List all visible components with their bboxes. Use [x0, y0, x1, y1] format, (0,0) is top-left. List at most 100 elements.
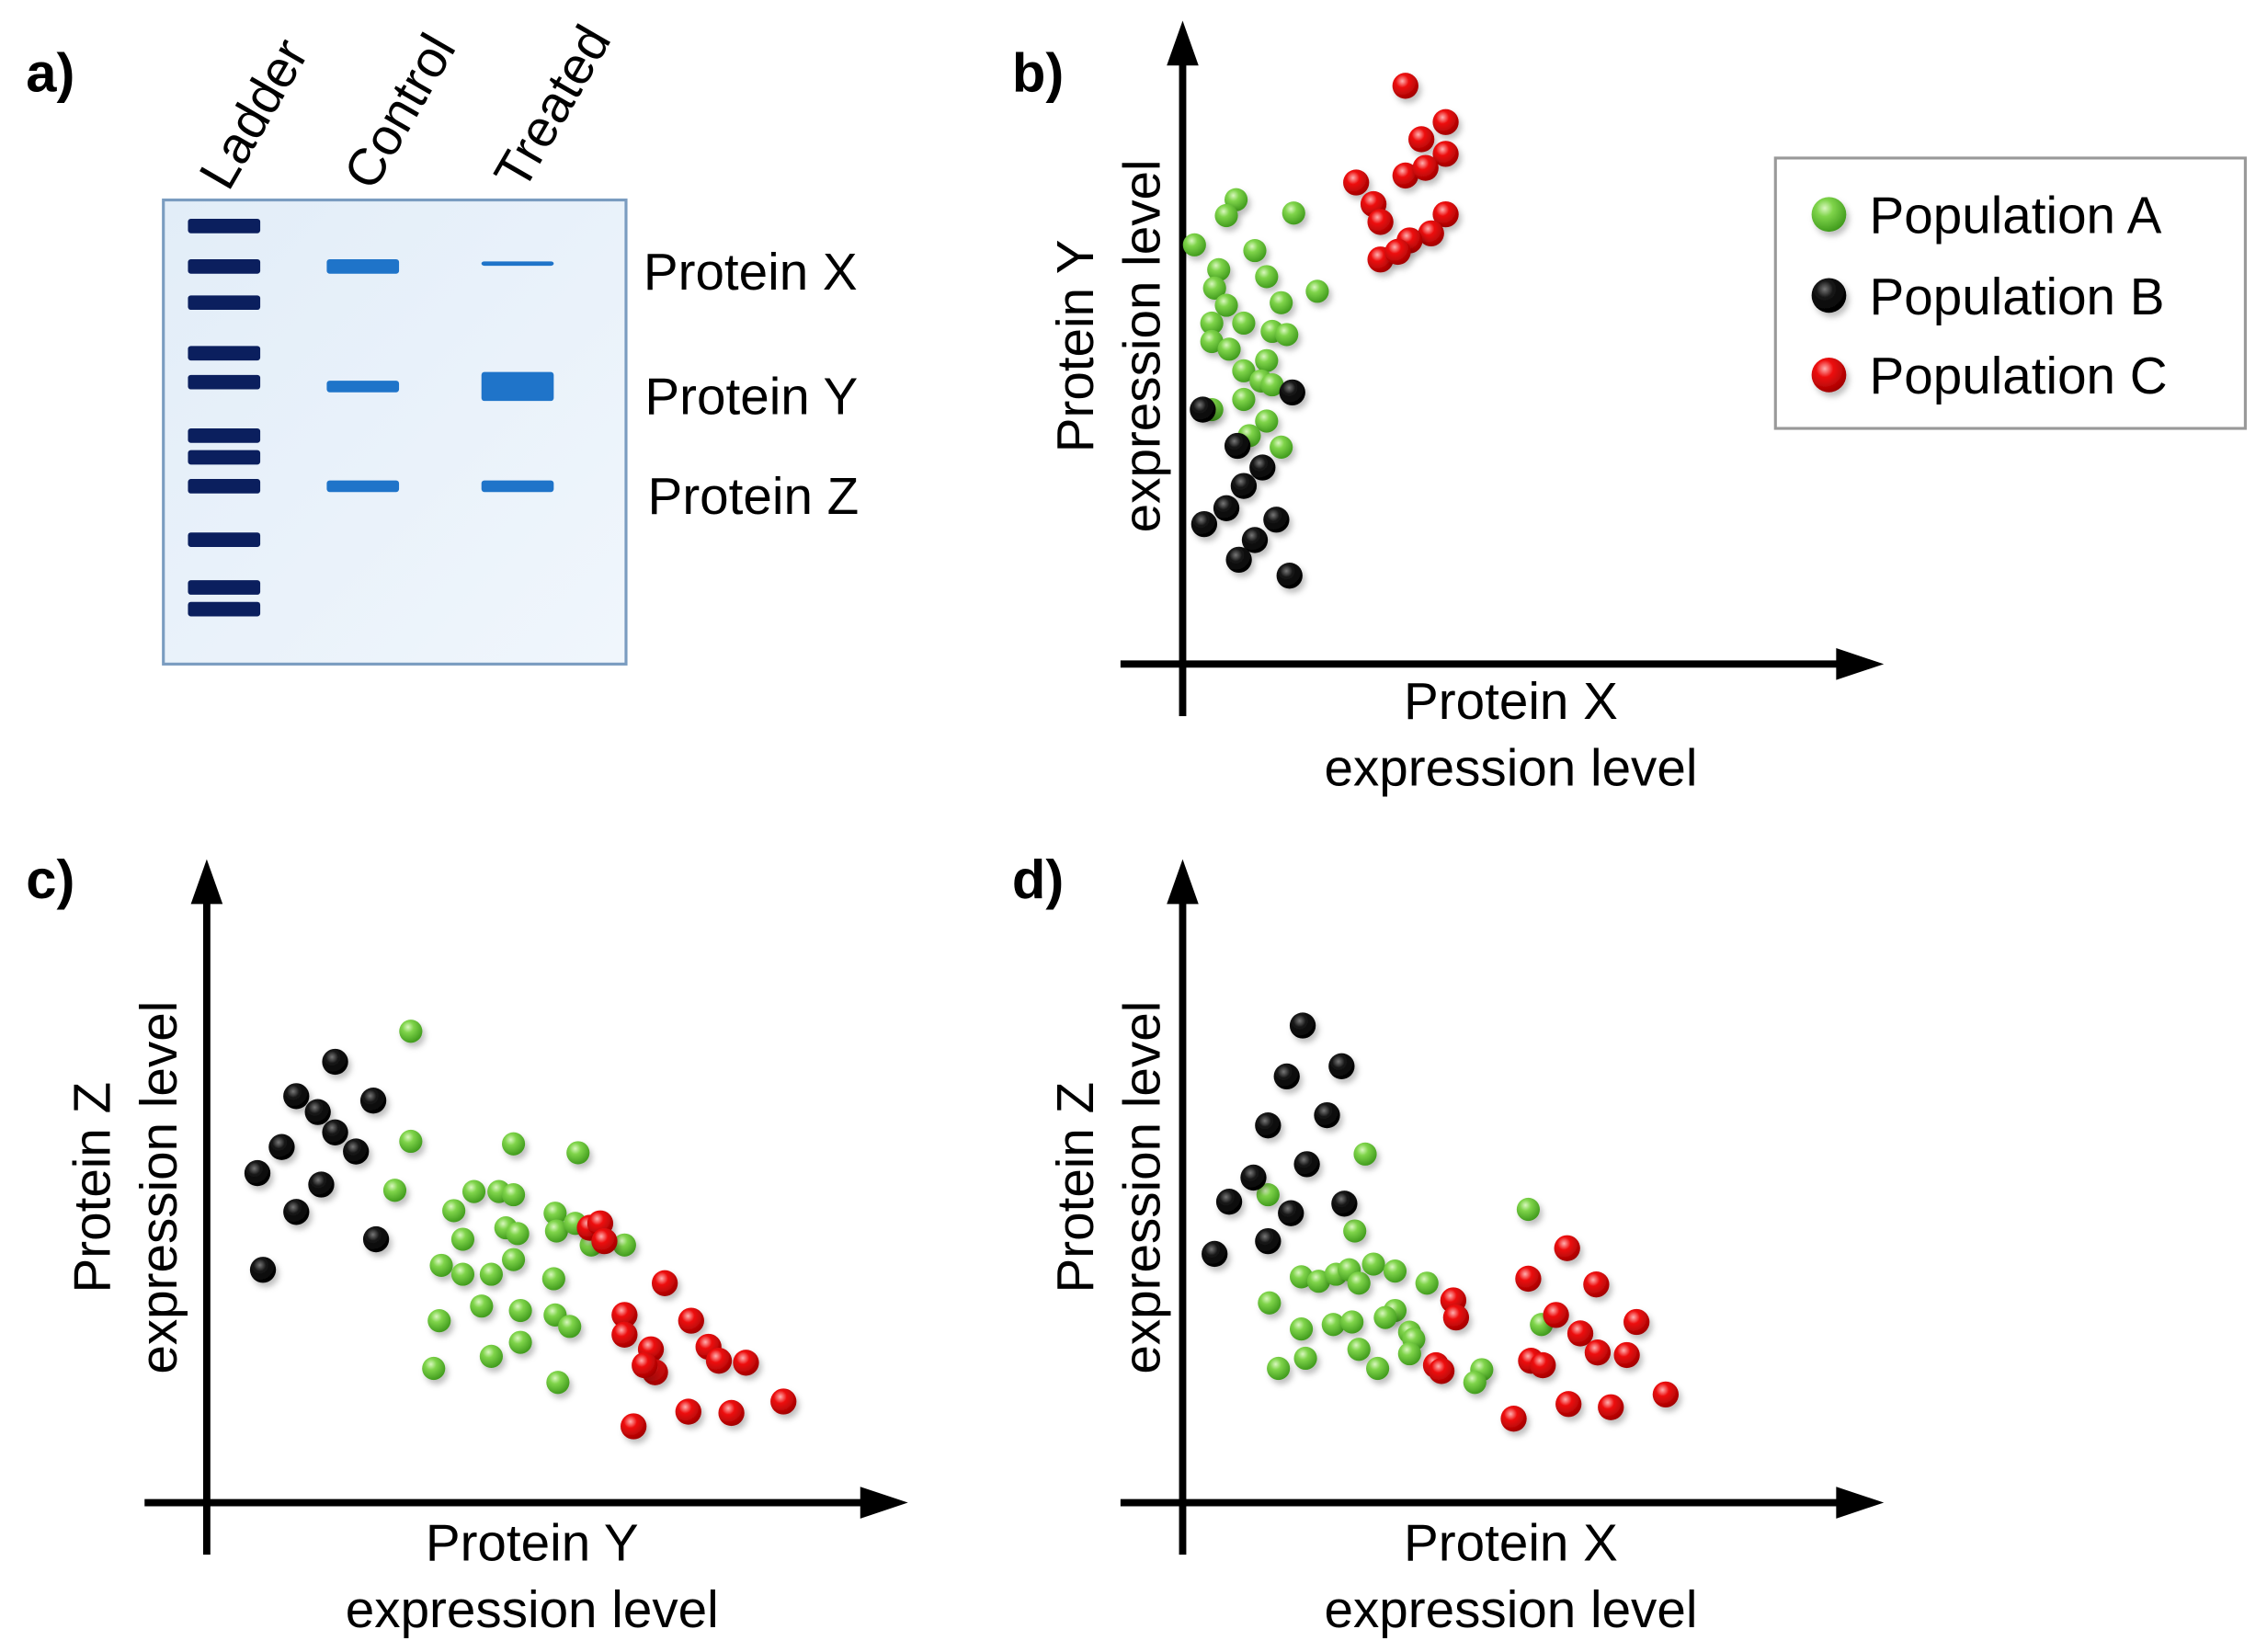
data-point [1279, 379, 1305, 406]
data-point [1232, 387, 1256, 412]
data-point [1240, 1164, 1267, 1191]
x-axis-arrow-icon [1836, 1487, 1885, 1519]
data-point [268, 1134, 295, 1160]
data-point [1255, 348, 1279, 372]
data-point [1202, 276, 1226, 300]
ladder-band [188, 346, 261, 361]
gel-bands [188, 218, 554, 617]
legend-box [1773, 156, 2247, 430]
ladder-band [188, 259, 261, 274]
data-point [461, 1179, 486, 1203]
series-population-a [1182, 188, 1329, 459]
data-point [501, 1183, 526, 1207]
data-point [322, 1048, 348, 1076]
data-point [1305, 279, 1329, 303]
series-population-c [1422, 1235, 1680, 1432]
data-point [1263, 507, 1290, 533]
series-population-b [244, 1048, 390, 1283]
data-point [1314, 1101, 1340, 1129]
data-point [1232, 311, 1256, 336]
data-point [1255, 265, 1279, 289]
data-point [558, 1315, 582, 1339]
data-point [546, 1371, 570, 1395]
data-point [678, 1307, 704, 1334]
data-point [1214, 203, 1238, 228]
data-point [544, 1219, 568, 1243]
ladder-band [188, 580, 261, 595]
sample-band-treated-protein-y [481, 371, 554, 402]
data-point [1415, 1271, 1439, 1295]
data-point [1278, 1200, 1304, 1226]
data-point [508, 1330, 532, 1354]
series-population-b [1202, 1012, 1358, 1268]
sample-band-control-protein-y [326, 381, 400, 393]
data-point [1652, 1381, 1680, 1408]
data-point [1343, 169, 1370, 196]
data-point [651, 1270, 678, 1296]
data-point [501, 1248, 526, 1271]
data-point [1255, 1227, 1282, 1255]
data-point [1555, 1391, 1582, 1418]
y-axis-arrow-icon [1167, 20, 1199, 66]
legend-marker-green-sphere-icon [1811, 197, 1847, 233]
data-point [1583, 1271, 1610, 1298]
legend-marker-black-sphere-icon [1811, 278, 1847, 313]
series-population-c [576, 1210, 797, 1440]
y-axis-label-line2: expression level [1112, 159, 1170, 532]
data-point [470, 1294, 494, 1318]
data-point [733, 1350, 759, 1376]
y-axis-label-line1: Protein Z [1046, 1082, 1104, 1293]
data-point [362, 1225, 390, 1253]
data-point [359, 1088, 387, 1114]
data-point [399, 1020, 423, 1043]
sample-band-treated-protein-x [481, 261, 554, 267]
data-point [1270, 291, 1293, 314]
panel-label-d: d) [1012, 849, 1064, 910]
data-point [322, 1119, 348, 1145]
sample-band-treated-protein-z [481, 480, 554, 493]
data-point [1230, 473, 1258, 499]
data-point [1256, 1183, 1280, 1207]
legend: Population A Population B Population C [1773, 156, 2247, 430]
data-point [1397, 1342, 1421, 1366]
data-point [283, 1083, 310, 1110]
data-point [1293, 1346, 1317, 1371]
data-point [1347, 1338, 1371, 1361]
legend-label: Population C [1870, 347, 2168, 404]
protein-label-y: Protein Y [644, 367, 858, 425]
data-point [1273, 1063, 1300, 1090]
data-point [1412, 154, 1439, 181]
data-point [422, 1356, 446, 1381]
data-point [450, 1262, 475, 1286]
legend-item-population-b: Population B [1811, 268, 2165, 325]
panel-c-scatter: c) Protein Z expression level Protein Y … [26, 849, 908, 1638]
series-population-a [382, 1020, 636, 1395]
data-point [1516, 1197, 1540, 1222]
data-point [1214, 293, 1238, 317]
sample-band-control-protein-x [326, 259, 400, 274]
x-axis-arrow-icon [1836, 648, 1885, 680]
panel-b-scatter: b) Protein Y expression level Protein X … [1012, 20, 1885, 796]
protein-label-x: Protein X [644, 243, 858, 301]
data-point [1225, 546, 1252, 574]
data-point [1392, 73, 1418, 99]
ladder-band [188, 295, 261, 311]
data-point [1190, 510, 1218, 538]
y-axis-arrow-icon [190, 859, 223, 905]
panel-label-a: a) [26, 42, 74, 104]
legend-marker-red-sphere-icon [1811, 357, 1847, 393]
data-point [1530, 1351, 1556, 1379]
ladder-band [188, 450, 261, 465]
data-point [382, 1179, 407, 1202]
data-point [566, 1141, 590, 1165]
data-point [1340, 1310, 1364, 1334]
data-point [1255, 409, 1279, 433]
panel-d-scatter: d) Protein Z expression level Protein X … [1012, 849, 1885, 1638]
data-point [479, 1262, 503, 1286]
lane-label-control: Control [333, 24, 467, 199]
data-point [427, 1309, 451, 1333]
data-point [343, 1138, 370, 1165]
data-point [1543, 1302, 1569, 1328]
ladder-band [188, 218, 261, 234]
